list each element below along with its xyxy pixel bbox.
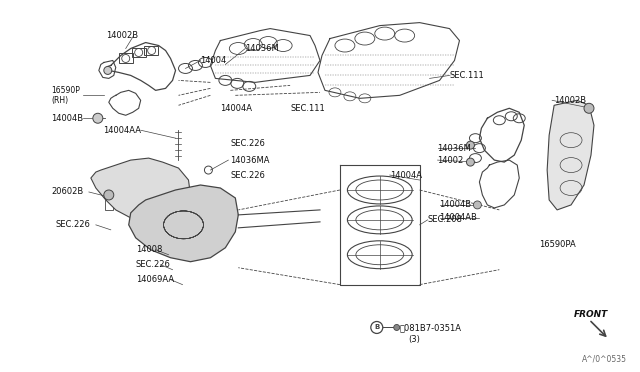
Circle shape: [474, 201, 481, 209]
Text: 14004A: 14004A: [390, 170, 422, 180]
Text: 14004A: 14004A: [220, 104, 252, 113]
Text: SEC.208: SEC.208: [428, 215, 463, 224]
Circle shape: [467, 158, 474, 166]
Text: 16590P
(RH): 16590P (RH): [51, 86, 80, 105]
Polygon shape: [547, 100, 594, 210]
Text: 14004B: 14004B: [440, 201, 472, 209]
Text: 14002B: 14002B: [554, 96, 586, 105]
Circle shape: [104, 67, 112, 74]
Text: SEC.226: SEC.226: [136, 260, 171, 269]
Text: 14069AA: 14069AA: [136, 275, 174, 284]
Text: Ⓑ081B7-0351A: Ⓑ081B7-0351A: [400, 323, 461, 332]
Polygon shape: [129, 185, 238, 262]
Circle shape: [104, 190, 114, 200]
Text: 14004AB: 14004AB: [440, 214, 477, 222]
Text: FRONT: FRONT: [574, 310, 608, 319]
Text: 16590PA: 16590PA: [539, 240, 576, 249]
Text: 14036MA: 14036MA: [230, 155, 270, 164]
Text: 20602B: 20602B: [51, 187, 83, 196]
Polygon shape: [91, 158, 191, 228]
Circle shape: [93, 113, 103, 123]
Text: (3): (3): [409, 335, 420, 344]
Text: A^/0^0535: A^/0^0535: [582, 355, 627, 363]
Text: SEC.226: SEC.226: [230, 139, 265, 148]
Text: 14004: 14004: [200, 56, 227, 65]
Text: 14004AA: 14004AA: [102, 126, 141, 135]
Circle shape: [394, 324, 400, 330]
Text: 14004B: 14004B: [51, 114, 83, 123]
Text: 14008: 14008: [136, 245, 162, 254]
Circle shape: [467, 141, 474, 149]
Text: 14002B: 14002B: [106, 31, 138, 40]
Text: SEC.226: SEC.226: [230, 170, 265, 180]
Text: B: B: [374, 324, 380, 330]
Text: SEC.111: SEC.111: [290, 104, 325, 113]
Text: 14002: 14002: [438, 155, 464, 164]
Text: 14036M: 14036M: [438, 144, 471, 153]
Text: SEC.111: SEC.111: [449, 71, 484, 80]
Text: SEC.226: SEC.226: [56, 220, 91, 230]
Text: 14036M: 14036M: [245, 44, 279, 53]
Circle shape: [584, 103, 594, 113]
